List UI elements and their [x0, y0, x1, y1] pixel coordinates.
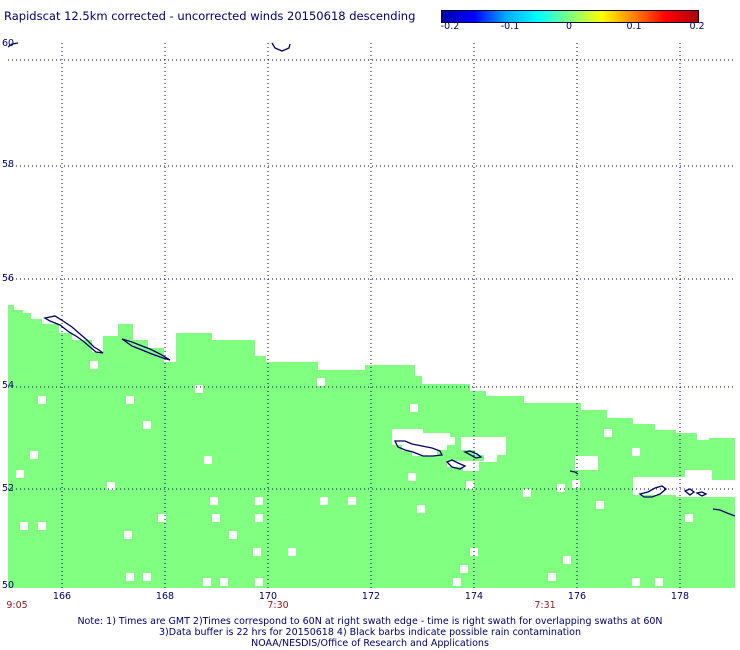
- missing-cell: [417, 505, 425, 513]
- missing-cell: [655, 578, 663, 586]
- coastline: [121, 338, 171, 361]
- lon-label: 176: [567, 591, 587, 602]
- lat-label: 60: [2, 38, 15, 49]
- missing-cell: [596, 501, 604, 509]
- missing-cell: [288, 548, 296, 556]
- lon-label: 178: [670, 591, 690, 602]
- missing-cell: [255, 514, 263, 522]
- lat-label: 58: [2, 159, 15, 170]
- missing-cell: [124, 531, 132, 539]
- missing-cell: [466, 481, 474, 489]
- missing-cell: [410, 404, 418, 412]
- coastline: [271, 42, 291, 52]
- time-label: 7:31: [534, 600, 556, 611]
- lon-label: 166: [52, 591, 72, 602]
- coastline: [7, 42, 19, 48]
- missing-cell: [255, 578, 263, 586]
- missing-cell: [107, 482, 115, 490]
- missing-cell: [210, 497, 218, 505]
- missing-cell: [253, 548, 261, 556]
- colorbar-label: 0.2: [689, 21, 705, 32]
- time-label: 9:05: [6, 600, 28, 611]
- missing-cell: [212, 514, 220, 522]
- colorbar-label: 0: [565, 21, 573, 32]
- missing-cell: [229, 531, 237, 539]
- graticule: [8, 43, 735, 588]
- lon-label: 174: [464, 591, 484, 602]
- lat-label: 54: [2, 380, 15, 391]
- missing-cell: [126, 396, 134, 404]
- missing-cell: [557, 484, 565, 492]
- colorbar: [441, 10, 699, 23]
- missing-cell: [632, 448, 640, 456]
- swath-gap: [392, 429, 455, 456]
- missing-cell: [90, 361, 98, 369]
- note-line: 3)Data buffer is 22 hrs for 20150618 4) …: [159, 627, 581, 638]
- missing-cell: [348, 497, 356, 505]
- coastline: [638, 485, 668, 498]
- lon-label: 170: [258, 591, 278, 602]
- missing-cell: [572, 480, 580, 488]
- coastline: [393, 440, 443, 457]
- missing-cell: [604, 429, 612, 437]
- note-line: Note: 1) Times are GMT 2)Times correspon…: [77, 616, 663, 627]
- missing-cell: [563, 556, 571, 564]
- missing-cell: [203, 578, 211, 586]
- time-label: 7:30: [267, 600, 289, 611]
- missing-cell: [453, 578, 461, 586]
- coastline: [712, 508, 736, 517]
- colorbar-label: -0.1: [500, 21, 520, 32]
- missing-cell: [548, 573, 556, 581]
- chart-title: Rapidscat 12.5km corrected - uncorrected…: [4, 9, 416, 23]
- missing-cell: [38, 396, 46, 404]
- missing-cell: [632, 578, 640, 586]
- missing-cell: [30, 451, 38, 459]
- colorbar-label: 0.1: [626, 21, 642, 32]
- coastline: [43, 315, 104, 354]
- lat-label: 56: [2, 273, 15, 284]
- coastlines: [7, 42, 736, 517]
- missing-cell: [408, 473, 416, 481]
- missing-cell: [20, 522, 28, 530]
- missing-cell: [143, 421, 151, 429]
- missing-data-cells: [16, 361, 693, 586]
- coastline: [683, 488, 696, 496]
- lon-label: 168: [155, 591, 175, 602]
- missing-cell: [158, 514, 166, 522]
- lat-label: 52: [2, 483, 15, 494]
- missing-cell: [38, 522, 46, 530]
- missing-cell: [523, 489, 531, 497]
- missing-cell: [16, 470, 24, 478]
- coastline: [463, 450, 483, 459]
- colorbar-label: -0.2: [440, 21, 460, 32]
- note-line: NOAA/NESDIS/Office of Research and Appli…: [251, 638, 489, 649]
- swath-gap: [575, 456, 598, 470]
- coastline: [695, 491, 708, 497]
- missing-cell: [255, 497, 263, 505]
- missing-cell: [195, 385, 203, 393]
- lon-label: 172: [361, 591, 381, 602]
- missing-cell: [460, 565, 468, 573]
- missing-cell: [685, 514, 693, 522]
- missing-cell: [220, 578, 228, 586]
- missing-cell: [317, 378, 325, 386]
- lat-label: 50: [2, 580, 15, 591]
- coastline: [445, 459, 467, 470]
- missing-cell: [204, 456, 212, 464]
- missing-cell: [320, 497, 328, 505]
- missing-cell: [143, 573, 151, 581]
- coastline: [569, 470, 579, 475]
- swath-coverage: [8, 305, 735, 588]
- swath-gap: [633, 470, 735, 497]
- missing-cell: [126, 573, 134, 581]
